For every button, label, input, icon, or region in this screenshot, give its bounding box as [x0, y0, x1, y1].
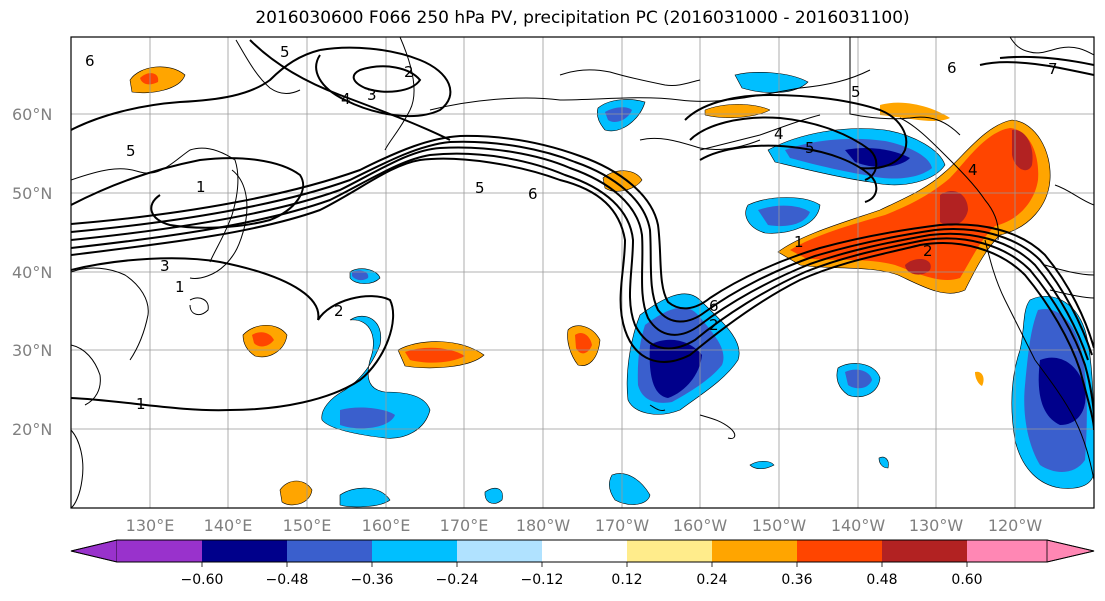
contour-label: 2	[404, 63, 414, 81]
colorbar-tick-label: 0.12	[611, 572, 642, 588]
colorbar-segment	[797, 540, 883, 562]
coastlines	[71, 37, 1094, 508]
precip-shading	[129, 66, 1094, 508]
lon-label: 180°W	[516, 516, 571, 535]
latitude-labels: 60°N 50°N 40°N 30°N 20°N	[12, 105, 52, 439]
map-title: 2016030600 F066 250 hPa PV, precipitatio…	[255, 8, 910, 28]
contour-label: 1	[794, 233, 804, 251]
lat-label: 60°N	[12, 105, 52, 124]
contour-label: 1	[175, 278, 185, 296]
lon-label: 150°E	[283, 516, 332, 535]
contour-label: 6	[85, 52, 95, 70]
contour-label: 4	[774, 125, 784, 143]
contour-label: 2	[709, 316, 719, 334]
colorbar-tick-label: 0.48	[866, 572, 897, 588]
colorbar-segment	[542, 540, 628, 562]
colorbar-segment	[1046, 539, 1095, 563]
contour-label: 5	[126, 142, 136, 160]
colorbar-segment	[372, 540, 458, 562]
lat-label: 40°N	[12, 263, 52, 282]
contour-label: 5	[851, 83, 861, 101]
colorbar-segment	[882, 540, 968, 562]
lon-label: 140°W	[831, 516, 886, 535]
longitude-labels: 130°E 140°E 150°E 160°E 170°E 180°W 170°…	[126, 516, 1043, 535]
pv-contours	[71, 39, 1094, 431]
pv-contour-labels: 6 5 2 3 4 5 1 3 1 5 6 2 1 2 6 7 5 4 5 4 …	[85, 43, 1058, 413]
contour-label: 2	[923, 242, 933, 260]
contour-label: 3	[367, 86, 377, 104]
contour-label: 6	[709, 297, 719, 315]
colorbar-segment	[627, 540, 713, 562]
lon-label: 130°W	[909, 516, 964, 535]
contour-label: 7	[1048, 60, 1058, 78]
lon-label: 140°E	[204, 516, 253, 535]
map-area: 6 5 2 3 4 5 1 3 1 5 6 2 1 2 6 7 5 4 5 4 …	[71, 37, 1094, 508]
colorbar-tick-label: −0.60	[181, 572, 224, 588]
lon-label: 120°W	[988, 516, 1043, 535]
lat-label: 50°N	[12, 184, 52, 203]
colorbar-segment	[287, 540, 373, 562]
contour-label: 1	[196, 178, 206, 196]
contour-label: 6	[947, 59, 957, 77]
lat-label: 30°N	[12, 341, 52, 360]
lat-label: 20°N	[12, 420, 52, 439]
colorbar-tick-label: 0.60	[951, 572, 982, 588]
colorbar-segment	[457, 540, 543, 562]
contour-label: 4	[968, 161, 978, 179]
colorbar: −0.60 −0.48 −0.36 −0.24 −0.12 0.12 0.24 …	[70, 539, 1095, 588]
colorbar-tick-label: −0.24	[436, 572, 479, 588]
colorbar-segment	[712, 540, 798, 562]
colorbar-segment	[70, 539, 118, 563]
map-frame	[70, 36, 1095, 509]
gridlines	[71, 37, 1094, 508]
contour-label: 3	[160, 257, 170, 275]
lon-label: 150°W	[752, 516, 807, 535]
colorbar-tick-label: 0.24	[696, 572, 727, 588]
contour-label: 1	[136, 395, 146, 413]
contour-label: 5	[805, 139, 815, 157]
lon-label: 130°E	[126, 516, 175, 535]
contour-label: 5	[475, 179, 485, 197]
colorbar-tick-label: −0.48	[266, 572, 309, 588]
colorbar-tick-label: 0.36	[781, 572, 812, 588]
lon-label: 160°E	[362, 516, 411, 535]
contour-label: 2	[334, 302, 344, 320]
contour-label: 5	[280, 43, 290, 61]
colorbar-outline	[70, 539, 1095, 563]
colorbar-segment	[967, 540, 1048, 562]
contour-label: 6	[528, 185, 538, 203]
colorbar-tick-label: −0.36	[351, 572, 394, 588]
colorbar-segment	[202, 540, 288, 562]
lon-label: 160°W	[673, 516, 728, 535]
lon-label: 170°E	[440, 516, 489, 535]
colorbar-segment	[117, 540, 203, 562]
colorbar-tick-label: −0.12	[521, 572, 564, 588]
lon-label: 170°W	[595, 516, 650, 535]
contour-label: 4	[341, 90, 351, 108]
